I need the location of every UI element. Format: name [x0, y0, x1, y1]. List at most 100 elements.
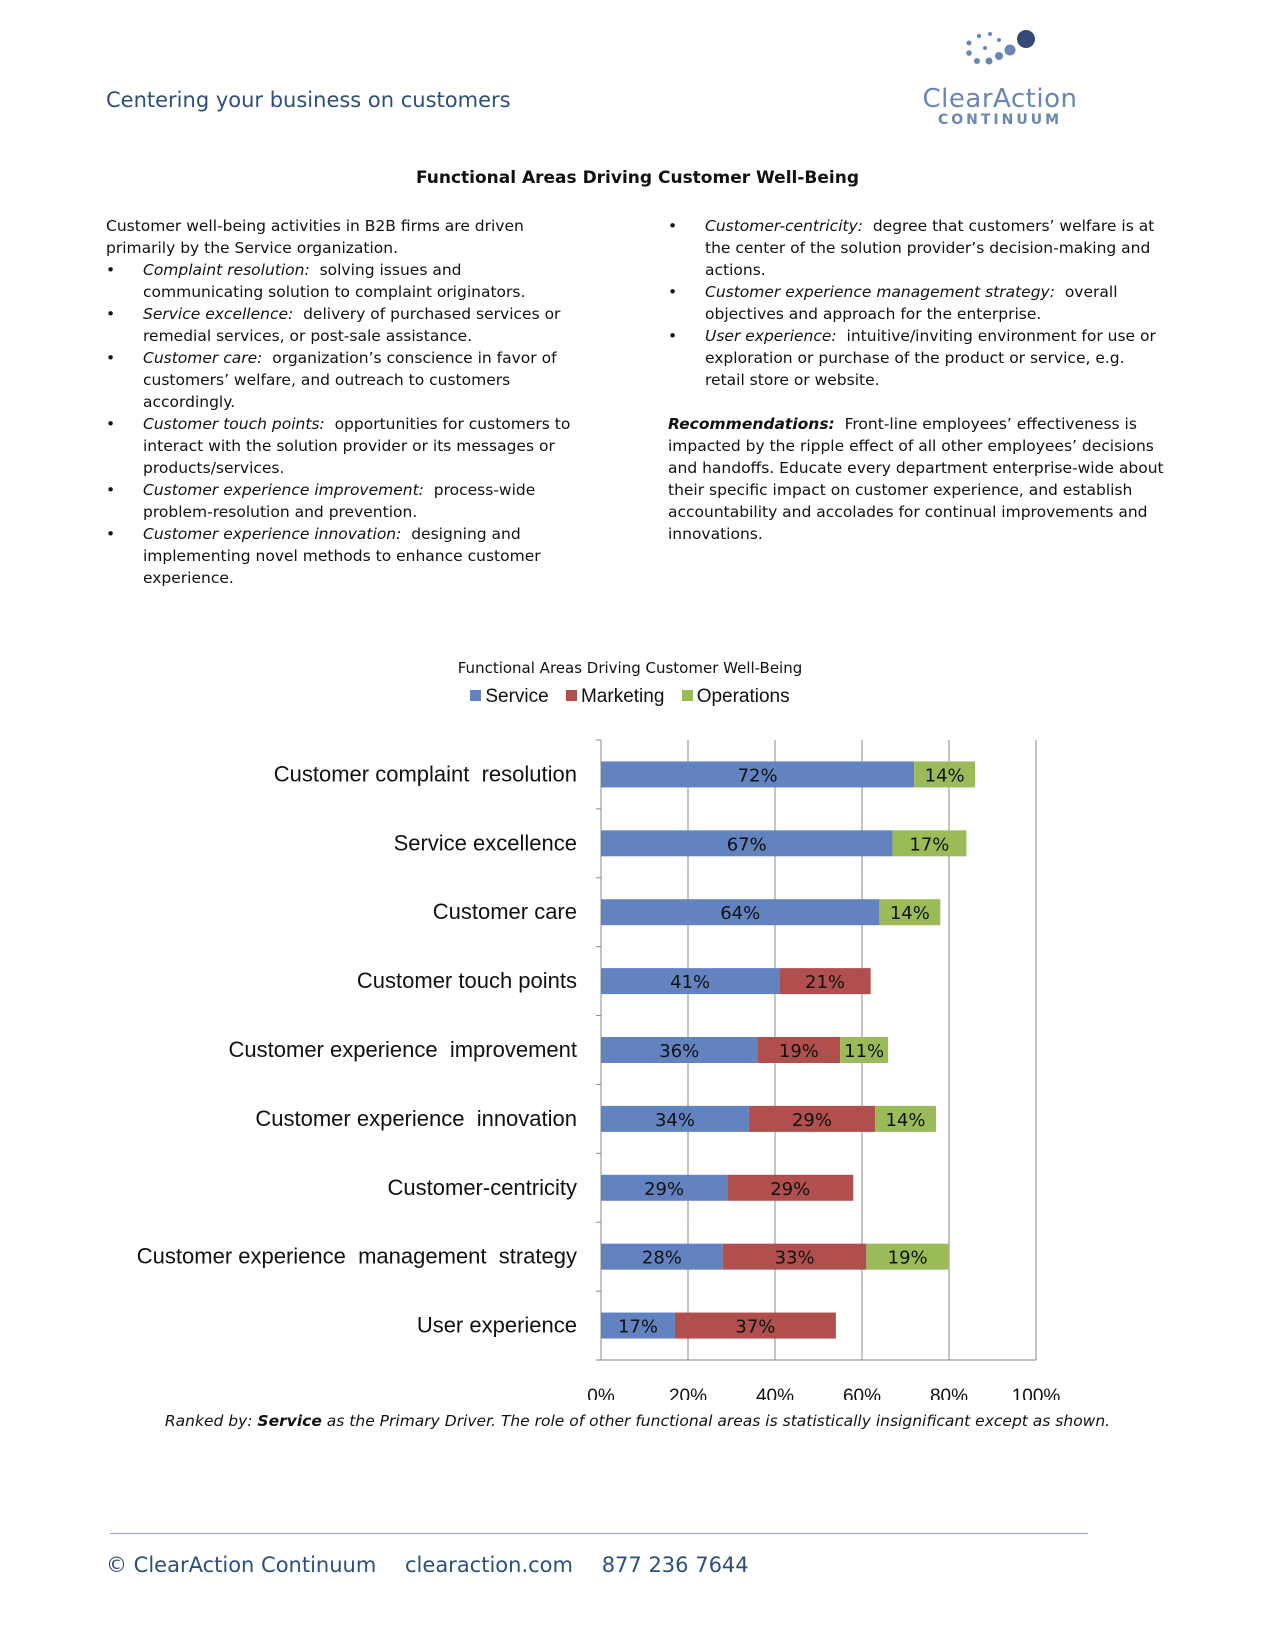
- footer-phone: 877 236 7644: [601, 1553, 749, 1577]
- data-label: 64%: [720, 903, 760, 924]
- legend-label: Service: [485, 686, 549, 707]
- legend-label: Operations: [696, 686, 790, 707]
- bar-segment: [674, 1312, 836, 1339]
- item-text: process-wide problem-resolution and prev…: [143, 481, 536, 521]
- legend-item-service: Service: [470, 686, 549, 708]
- item-text: overall objectives and approach for the …: [705, 283, 1118, 323]
- data-label: 28%: [642, 1248, 682, 1269]
- logo-dots-icon: [966, 30, 1035, 65]
- data-label: 41%: [670, 972, 710, 993]
- item-term: Customer-centricity:: [705, 217, 863, 235]
- data-label: 17%: [618, 1317, 658, 1338]
- list-item: User experience: intuitive/inviting envi…: [668, 325, 1168, 391]
- right-column: Customer-centricity: degree that custome…: [668, 215, 1168, 545]
- item-text: delivery of purchased services or remedi…: [143, 305, 561, 345]
- data-label: 37%: [735, 1317, 775, 1338]
- bar-segment: [757, 1037, 841, 1063]
- footer-website-link[interactable]: clearaction.com: [405, 1553, 573, 1577]
- bar-segment: [601, 761, 915, 788]
- category-label: Service excellence: [394, 830, 577, 855]
- x-tick-label: 20%: [669, 1386, 707, 1400]
- bar-segment: [601, 1243, 723, 1270]
- bar-segment: [779, 968, 871, 995]
- stacked-bar-chart: 0% 20% 40% 60% 80% 100% Customer complaint res…: [137, 739, 1061, 1400]
- item-term: Customer touch points:: [143, 415, 325, 433]
- logo-subtitle: CONTINUUM: [937, 112, 1063, 128]
- list-item: Customer-centricity: degree that custome…: [668, 215, 1168, 281]
- bar-segment: [879, 899, 941, 926]
- category-label: Customer experience management strategy: [137, 1244, 577, 1269]
- bar-segment: [601, 1105, 749, 1132]
- bar-segment: [727, 1174, 854, 1201]
- recommendations-text: Front-line employees’ effectiveness is i…: [668, 415, 1164, 543]
- item-term: Complaint resolution:: [143, 261, 310, 279]
- bar-segment: [601, 1312, 675, 1339]
- bar-segment: [892, 830, 967, 857]
- footer: © ClearAction Continuum clearaction.com …: [106, 1553, 771, 1577]
- x-tick-label: 0%: [587, 1386, 615, 1400]
- left-definition-list: Complaint resolution: solving issues and…: [106, 259, 586, 589]
- data-label: 33%: [775, 1248, 815, 1269]
- bar-segment: [914, 761, 976, 788]
- x-tick-label: 100%: [1012, 1386, 1061, 1400]
- item-text: degree that customers’ welfare is at the…: [705, 217, 1155, 279]
- data-label: 29%: [644, 1179, 684, 1200]
- data-label: 14%: [890, 903, 930, 924]
- bar-segment: [722, 1243, 867, 1270]
- bar-segment: [875, 1105, 936, 1132]
- data-label: 67%: [727, 834, 767, 855]
- bar-segment: [840, 1037, 889, 1063]
- company-logo: ClearAction CONTINUUM: [905, 26, 1105, 136]
- item-term: Service excellence:: [143, 305, 294, 323]
- bar-segment: [866, 1243, 949, 1270]
- item-term: Customer experience improvement:: [143, 481, 424, 499]
- left-column: Customer well-being activities in B2B fi…: [106, 215, 586, 589]
- item-term: Customer experience management strategy:: [705, 283, 1055, 301]
- logo-name: ClearAction: [922, 84, 1078, 114]
- caption-prefix: Ranked by:: [164, 1412, 253, 1430]
- bar-segment: [601, 1037, 758, 1063]
- intro-paragraph: Customer well-being activities in B2B fi…: [106, 217, 524, 257]
- bar-segment: [601, 968, 780, 995]
- legend-swatch-service: [470, 690, 482, 701]
- recommendations-paragraph: Recommendations: Front-line employees’ e…: [668, 413, 1168, 545]
- data-label: 11%: [844, 1041, 884, 1062]
- list-item: Customer care: organization’s conscience…: [106, 347, 586, 413]
- category-label: Customer care: [433, 899, 577, 924]
- item-text: designing and implementing novel methods…: [143, 525, 541, 587]
- bar-segment: [601, 899, 880, 926]
- bar-segment: [748, 1105, 876, 1132]
- legend-item-operations: Operations: [681, 686, 790, 708]
- data-label: 34%: [655, 1110, 695, 1131]
- bar-segment: [601, 830, 893, 857]
- data-label: 29%: [792, 1110, 832, 1131]
- caption-emphasis: Service: [257, 1412, 322, 1430]
- data-label: 14%: [885, 1110, 925, 1131]
- item-term: User experience:: [705, 327, 837, 345]
- data-label: 14%: [925, 765, 965, 786]
- caption-suffix: as the Primary Driver. The role of other…: [326, 1412, 1111, 1430]
- chart-caption: Ranked by: Service as the Primary Driver…: [0, 1412, 1275, 1430]
- footer-copyright: © ClearAction Continuum: [106, 1553, 377, 1577]
- data-label: 19%: [779, 1041, 819, 1062]
- legend-item-marketing: Marketing: [565, 686, 665, 708]
- category-label: Customer touch points: [357, 968, 577, 993]
- chart-title: Functional Areas Driving Customer Well-B…: [457, 659, 803, 677]
- item-text: organization’s conscience in favor of cu…: [143, 349, 557, 411]
- x-tick-label: 80%: [930, 1386, 968, 1400]
- document-title: Functional Areas Driving Customer Well-B…: [415, 168, 860, 188]
- x-tick-label: 40%: [756, 1386, 794, 1400]
- list-item: Customer touch points: opportunities for…: [106, 413, 586, 479]
- item-text: solving issues and communicating solutio…: [143, 261, 526, 301]
- data-label: 36%: [659, 1041, 699, 1062]
- list-item: Service excellence: delivery of purchase…: [106, 303, 586, 347]
- legend-label: Marketing: [580, 686, 665, 707]
- item-text: intuitive/inviting environment for use o…: [705, 327, 1156, 389]
- data-label: 19%: [888, 1248, 928, 1269]
- legend-swatch-operations: [681, 690, 693, 701]
- data-label: 17%: [909, 834, 949, 855]
- category-label: Customer experience innovation: [255, 1106, 577, 1131]
- data-label: 29%: [770, 1179, 810, 1200]
- header-tagline: Centering your business on customers: [106, 88, 511, 112]
- category-label: User experience: [417, 1313, 577, 1338]
